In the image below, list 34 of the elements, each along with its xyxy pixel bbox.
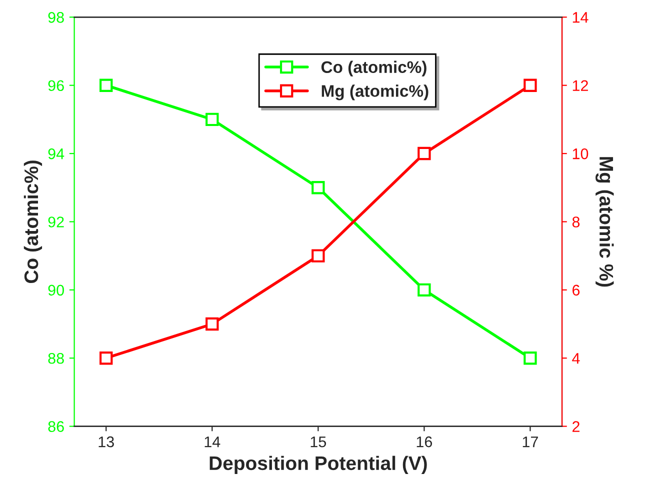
point	[312, 249, 325, 262]
y-tick-label: 86	[48, 421, 64, 432]
x-axis-title: Deposition Potential (V)	[210, 456, 427, 474]
x-tick-label: 14	[204, 436, 220, 448]
y-axis-title: Co (atomic%)	[24, 160, 42, 284]
point	[524, 352, 537, 365]
y2-tick-label: 10	[572, 148, 588, 160]
x-tick-label: 17	[522, 436, 538, 448]
point	[312, 181, 325, 194]
x-tick-label: 13	[98, 436, 114, 448]
point	[100, 78, 113, 92]
y2-tick-label: 6	[572, 284, 580, 296]
y-tick-label: 92	[48, 216, 64, 228]
legend-label: Mg (atomic%)	[322, 84, 428, 100]
x-tick-label: 16	[416, 436, 432, 448]
point	[206, 317, 219, 331]
y-tick-label: 88	[48, 352, 64, 364]
point	[100, 352, 113, 365]
x-tick-label: 15	[310, 436, 326, 448]
y-tick-label: 98	[48, 12, 64, 23]
y-tick-label: 90	[48, 284, 64, 296]
point	[418, 283, 431, 297]
y2-tick-label: 12	[572, 80, 588, 91]
legend-label: Co (atomic%)	[321, 60, 426, 76]
y2-tick-label: 2	[572, 421, 580, 432]
y2-tick-label: 14	[572, 12, 588, 23]
y2-tick-label: 8	[572, 216, 580, 228]
point	[418, 146, 431, 160]
y2-axis-title: Mg (atomic %)	[596, 157, 614, 287]
point	[206, 112, 219, 126]
y2-tick-label: 4	[572, 353, 580, 364]
point	[524, 78, 537, 92]
y-tick-label: 96	[48, 80, 64, 92]
y-tick-label: 94	[48, 148, 64, 160]
